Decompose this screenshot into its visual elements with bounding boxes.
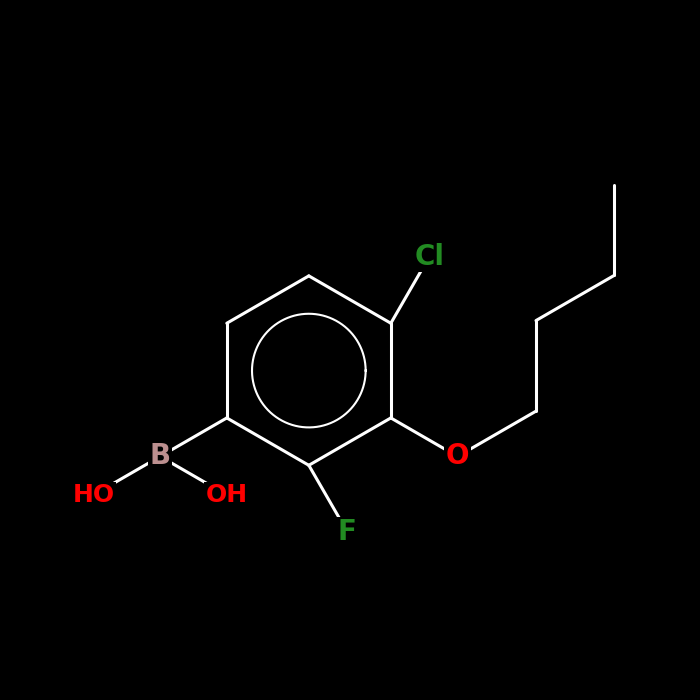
Text: OH: OH	[206, 483, 248, 507]
Text: B: B	[150, 442, 171, 470]
Text: HO: HO	[72, 483, 115, 507]
Text: Cl: Cl	[414, 243, 444, 271]
Text: O: O	[446, 442, 469, 470]
Text: F: F	[338, 518, 357, 546]
